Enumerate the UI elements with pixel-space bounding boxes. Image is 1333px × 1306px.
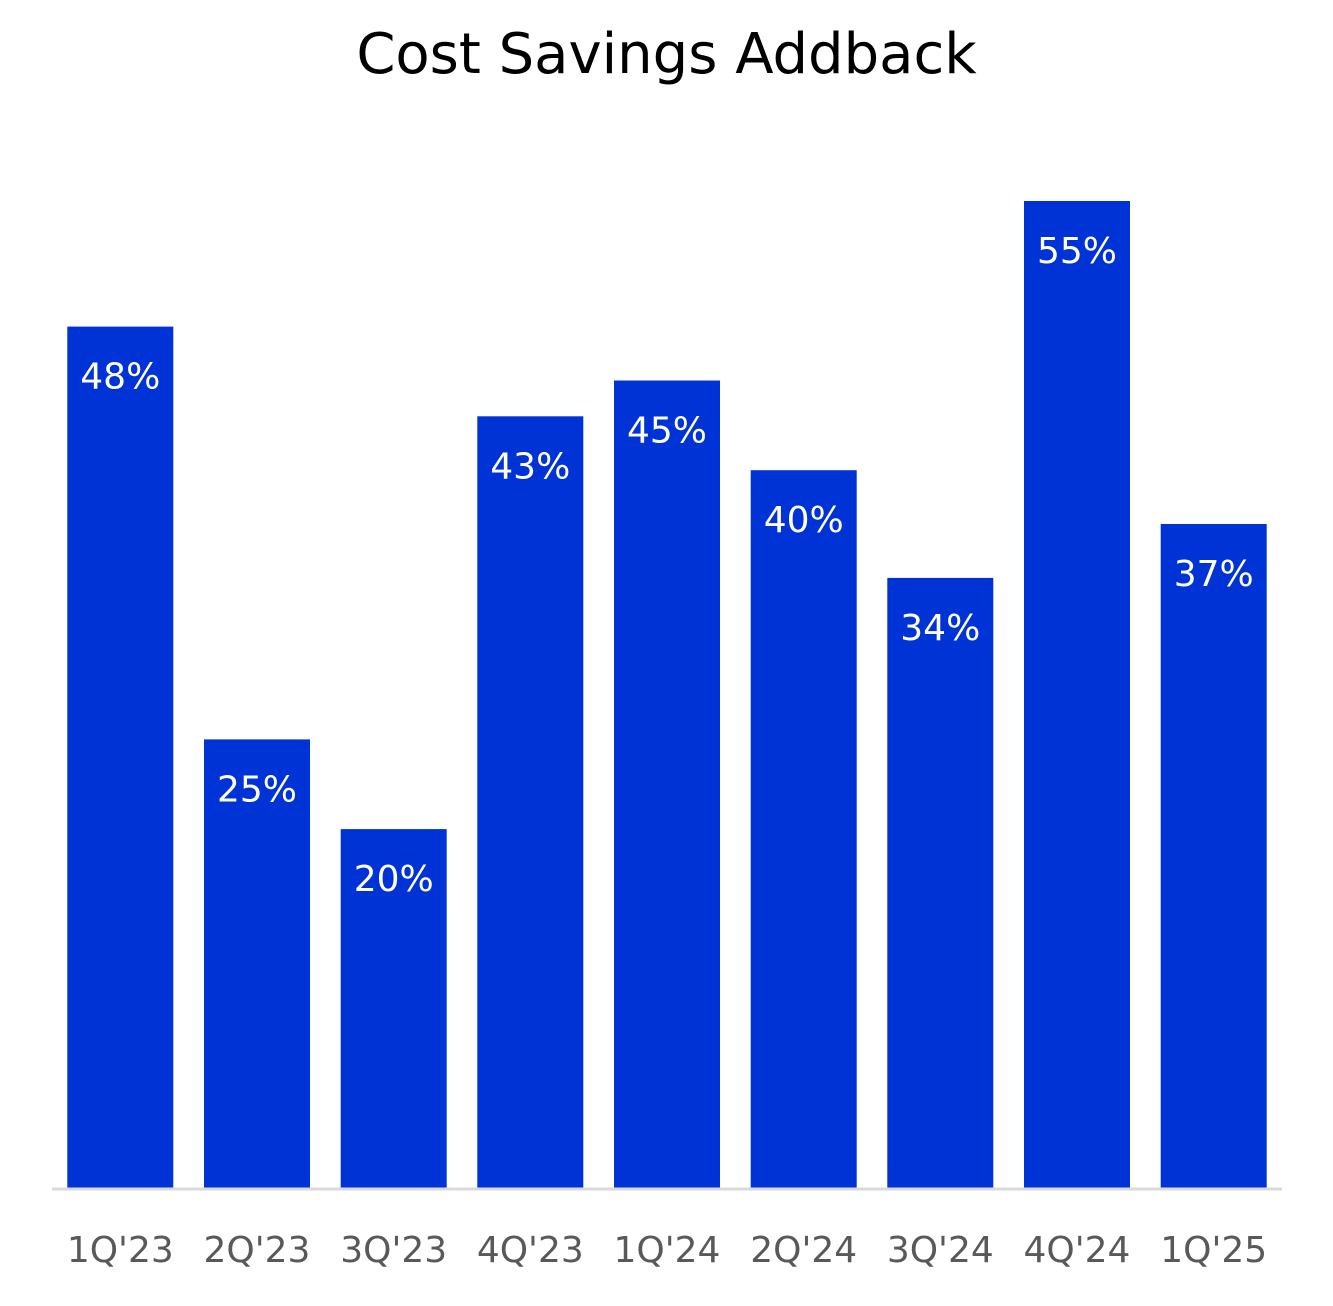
data-label-4: 45%	[627, 411, 707, 452]
x-tick-label-2: 3Q'23	[340, 1230, 447, 1271]
data-label-1: 25%	[217, 769, 297, 810]
x-tick-labels-layer: 1Q'23 2Q'23 3Q'23 4Q'23 1Q'24 2Q'24 3Q'24 4Q'24…	[67, 1230, 1267, 1271]
x-tick-label-7: 4Q'24	[1024, 1230, 1131, 1271]
data-label-5: 40%	[764, 500, 844, 541]
bars-layer	[67, 201, 1267, 1189]
data-label-7: 55%	[1037, 231, 1117, 272]
bar-2	[340, 829, 447, 1188]
bar-7	[1024, 201, 1130, 1188]
chart-title: Cost Savings Addback	[356, 22, 977, 87]
x-tick-label-8: 1Q'25	[1160, 1230, 1267, 1271]
bar-6	[887, 577, 994, 1188]
x-tick-label-5: 2Q'24	[750, 1230, 857, 1271]
data-label-2: 20%	[354, 859, 434, 900]
x-tick-label-1: 2Q'23	[204, 1230, 311, 1271]
x-tick-label-0: 1Q'23	[67, 1230, 174, 1271]
bar-8	[1160, 524, 1267, 1188]
x-tick-label-4: 1Q'24	[614, 1230, 721, 1271]
bar-0	[67, 326, 174, 1189]
bar-1	[204, 739, 310, 1188]
x-tick-label-6: 3Q'24	[887, 1230, 994, 1271]
bar-4	[614, 380, 720, 1188]
bar-3	[477, 416, 584, 1188]
x-tick-label-3: 4Q'23	[477, 1230, 584, 1271]
data-label-0: 48%	[80, 357, 160, 398]
data-label-3: 43%	[490, 446, 570, 487]
data-labels-layer: 48% 25% 20% 43% 45% 40% 34% 55% 37%	[80, 231, 1253, 900]
bar-5	[750, 470, 857, 1188]
data-label-8: 37%	[1174, 554, 1254, 595]
data-label-6: 34%	[900, 608, 980, 649]
